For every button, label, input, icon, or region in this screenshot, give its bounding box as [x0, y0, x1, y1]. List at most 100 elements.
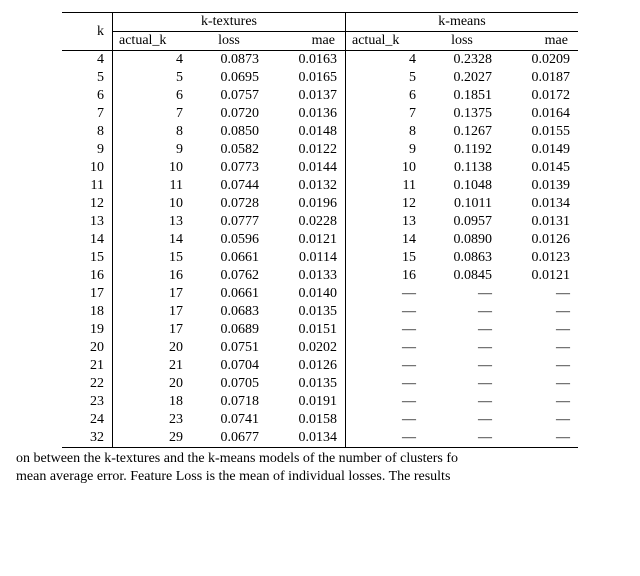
cell-b-mae: —	[500, 393, 578, 411]
cell-b-mae: 0.0134	[500, 195, 578, 213]
table-row: 10100.07730.0144100.11380.0145	[62, 159, 578, 177]
cell-b-mae: 0.0121	[500, 267, 578, 285]
cell-k: 12	[62, 195, 113, 213]
cell-b-loss: —	[424, 303, 500, 321]
cell-b-mae: —	[500, 357, 578, 375]
cell-b-mae: 0.0187	[500, 69, 578, 87]
cell-b-actualk: —	[346, 411, 425, 429]
cell-b-loss: 0.1851	[424, 87, 500, 105]
cell-a-mae: 0.0148	[267, 123, 346, 141]
cell-b-loss: 0.1267	[424, 123, 500, 141]
cell-k: 5	[62, 69, 113, 87]
cell-b-loss: 0.1375	[424, 105, 500, 123]
cell-b-loss: —	[424, 285, 500, 303]
subheader-mae-a: mae	[267, 32, 346, 51]
cell-b-actualk: 14	[346, 231, 425, 249]
cell-a-mae: 0.0191	[267, 393, 346, 411]
cell-b-loss: 0.1048	[424, 177, 500, 195]
cell-a-mae: 0.0202	[267, 339, 346, 357]
cell-k: 4	[62, 51, 113, 70]
cell-b-mae: 0.0123	[500, 249, 578, 267]
cell-k: 24	[62, 411, 113, 429]
cell-b-actualk: —	[346, 393, 425, 411]
cell-b-actualk: —	[346, 321, 425, 339]
table-row: 14140.05960.0121140.08900.0126	[62, 231, 578, 249]
cell-b-actualk: 8	[346, 123, 425, 141]
cell-a-actualk: 7	[113, 105, 192, 123]
table-row: 880.08500.014880.12670.0155	[62, 123, 578, 141]
subheader-loss-b: loss	[424, 32, 500, 51]
cell-a-loss: 0.0773	[191, 159, 267, 177]
cell-b-mae: 0.0209	[500, 51, 578, 70]
cell-b-loss: 0.0957	[424, 213, 500, 231]
cell-a-loss: 0.0873	[191, 51, 267, 70]
cell-b-mae: 0.0172	[500, 87, 578, 105]
cell-b-mae: —	[500, 375, 578, 393]
cell-b-mae: —	[500, 303, 578, 321]
cell-b-loss: 0.0890	[424, 231, 500, 249]
cell-a-loss: 0.0720	[191, 105, 267, 123]
cell-b-mae: 0.0126	[500, 231, 578, 249]
cell-a-actualk: 18	[113, 393, 192, 411]
cell-a-mae: 0.0144	[267, 159, 346, 177]
cell-a-mae: 0.0121	[267, 231, 346, 249]
cell-b-actualk: 6	[346, 87, 425, 105]
cell-a-loss: 0.0704	[191, 357, 267, 375]
table-row: 17170.06610.0140———	[62, 285, 578, 303]
cell-b-actualk: 12	[346, 195, 425, 213]
cell-b-loss: —	[424, 411, 500, 429]
cell-k: 18	[62, 303, 113, 321]
cell-k: 7	[62, 105, 113, 123]
table-row: 11110.07440.0132110.10480.0139	[62, 177, 578, 195]
cell-a-mae: 0.0165	[267, 69, 346, 87]
cell-b-loss: —	[424, 393, 500, 411]
cell-b-actualk: 10	[346, 159, 425, 177]
cell-a-actualk: 10	[113, 159, 192, 177]
cell-a-mae: 0.0114	[267, 249, 346, 267]
cell-a-loss: 0.0850	[191, 123, 267, 141]
cell-k: 10	[62, 159, 113, 177]
cell-b-actualk: 7	[346, 105, 425, 123]
table-row: 440.08730.016340.23280.0209	[62, 51, 578, 70]
table-row: 550.06950.016550.20270.0187	[62, 69, 578, 87]
header-group-kmeans: k-means	[346, 13, 579, 32]
cell-a-loss: 0.0683	[191, 303, 267, 321]
cell-k: 20	[62, 339, 113, 357]
cell-b-mae: —	[500, 285, 578, 303]
cell-a-actualk: 11	[113, 177, 192, 195]
table-row: 660.07570.013760.18510.0172	[62, 87, 578, 105]
table-row: 20200.07510.0202———	[62, 339, 578, 357]
cell-k: 21	[62, 357, 113, 375]
cell-a-actualk: 29	[113, 429, 192, 448]
caption-line2: mean average error. Feature Loss is the …	[16, 469, 450, 484]
cell-b-actualk: —	[346, 375, 425, 393]
cell-b-loss: —	[424, 321, 500, 339]
cell-b-actualk: 4	[346, 51, 425, 70]
table-row: 12100.07280.0196120.10110.0134	[62, 195, 578, 213]
header-k: k	[62, 13, 113, 51]
cell-b-mae: 0.0149	[500, 141, 578, 159]
cell-b-loss: 0.1011	[424, 195, 500, 213]
subheader-mae-b: mae	[500, 32, 578, 51]
cell-a-loss: 0.0582	[191, 141, 267, 159]
cell-a-actualk: 20	[113, 339, 192, 357]
subheader-actualk-b: actual_k	[346, 32, 425, 51]
cell-b-actualk: 11	[346, 177, 425, 195]
cell-b-mae: —	[500, 411, 578, 429]
cell-a-actualk: 23	[113, 411, 192, 429]
cell-a-actualk: 4	[113, 51, 192, 70]
subheader-loss-a: loss	[191, 32, 267, 51]
cell-b-loss: —	[424, 375, 500, 393]
cell-b-actualk: —	[346, 339, 425, 357]
cell-a-actualk: 6	[113, 87, 192, 105]
cell-a-mae: 0.0132	[267, 177, 346, 195]
cell-k: 9	[62, 141, 113, 159]
cell-a-loss: 0.0695	[191, 69, 267, 87]
cell-b-actualk: —	[346, 285, 425, 303]
cell-a-actualk: 17	[113, 321, 192, 339]
cell-a-actualk: 17	[113, 285, 192, 303]
table-row: 23180.07180.0191———	[62, 393, 578, 411]
cell-a-mae: 0.0140	[267, 285, 346, 303]
cell-a-actualk: 15	[113, 249, 192, 267]
cell-b-loss: 0.1138	[424, 159, 500, 177]
